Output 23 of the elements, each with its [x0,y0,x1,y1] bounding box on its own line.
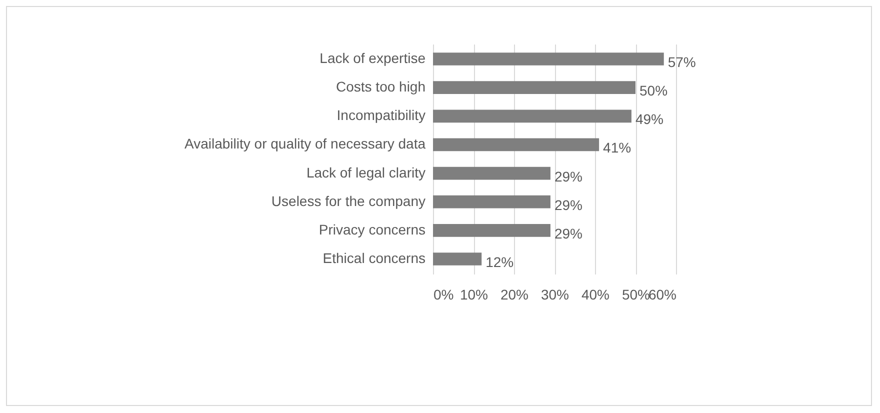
data-label: 49% [635,111,664,128]
data-label: 41% [603,140,632,156]
x-tick-label: 30% [540,286,570,302]
y-tick-label: Costs too high [336,78,426,95]
x-tick-label: 20% [500,286,529,302]
data-label: 57% [668,54,696,70]
data-label: 50% [640,82,668,99]
data-label: 29% [554,168,582,184]
y-tick-label: Privacy concerns [318,221,426,238]
x-tick-label: 60% [648,286,676,302]
data-label: 29% [554,196,582,213]
data-label: 29% [554,225,582,242]
x-tick-label: 0% [434,286,454,302]
y-tick-label: Lack of legal clarity [306,164,426,180]
x-tick-label: 40% [581,286,610,302]
data-label: 12% [486,254,514,270]
y-tick-label: Incompatibility [336,107,426,124]
y-tick-label: Lack of expertise [320,50,426,66]
y-tick-label: Ethical concerns [322,250,426,266]
y-tick-label: Useless for the company [271,192,426,209]
x-tick-label: 10% [460,286,488,302]
x-tick-label: 50% [622,286,650,302]
y-tick-label: Availability or quality of necessary data [184,136,426,152]
